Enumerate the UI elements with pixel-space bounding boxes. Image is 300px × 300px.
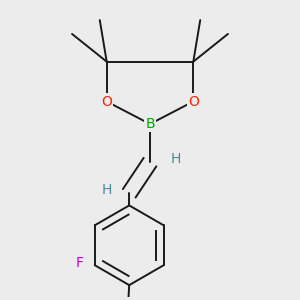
Text: O: O	[188, 94, 199, 109]
Text: F: F	[75, 256, 83, 270]
Text: O: O	[101, 94, 112, 109]
Text: H: H	[171, 152, 181, 166]
Text: B: B	[145, 117, 155, 131]
Text: H: H	[101, 183, 112, 197]
